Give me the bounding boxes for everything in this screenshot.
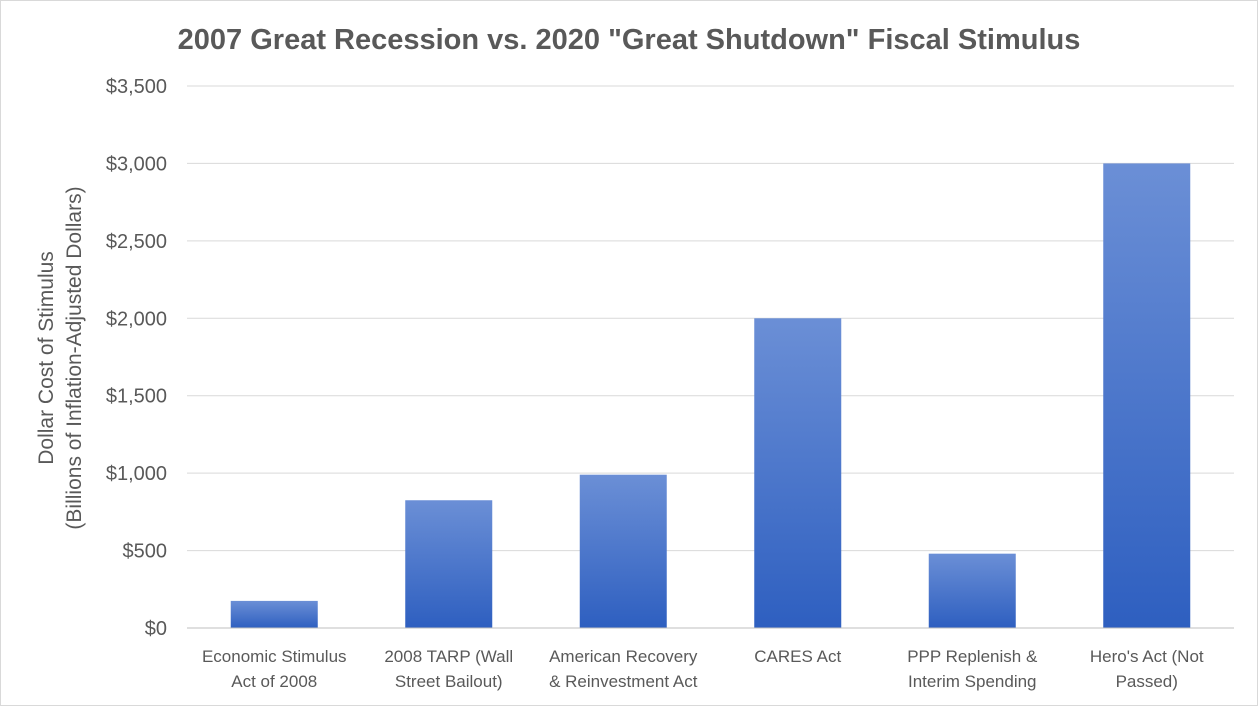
- x-tick-label: 2008 TARP (Wall Street Bailout): [384, 647, 513, 691]
- bar: [405, 500, 492, 628]
- y-axis-title: Dollar Cost of Stimulus (Billions of Inf…: [35, 186, 86, 529]
- y-tick-label: $0: [145, 618, 167, 640]
- x-axis-ticks: Economic Stimulus Act of 2008 2008 TARP (W…: [202, 647, 1204, 691]
- y-axis-ticks: $0 $500 $1,000 $1,500 $2,000 $2,500 $3,000 $3,5…: [106, 76, 167, 640]
- y-tick-label: $3,000: [106, 153, 167, 175]
- bar: [754, 318, 841, 628]
- y-tick-label: $500: [123, 541, 168, 563]
- bar: [580, 475, 667, 628]
- x-tick-label: CARES Act: [754, 647, 841, 666]
- gridlines: [187, 86, 1234, 551]
- x-tick-label: American Recovery & Reinvestment Act: [549, 647, 698, 691]
- y-axis-title-line-2: (Billions of Inflation-Adjusted Dollars): [63, 186, 86, 529]
- y-axis-title-line-1: Dollar Cost of Stimulus: [35, 251, 58, 465]
- bar: [231, 601, 318, 628]
- y-tick-label: $2,000: [106, 308, 167, 330]
- bar-chart: 2007 Great Recession vs. 2020 "Great Shu…: [1, 1, 1257, 705]
- x-tick-label: Economic Stimulus Act of 2008: [202, 647, 347, 691]
- chart-frame: 2007 Great Recession vs. 2020 "Great Shu…: [0, 0, 1258, 706]
- bar: [929, 554, 1016, 628]
- chart-title: 2007 Great Recession vs. 2020 "Great Shu…: [178, 24, 1081, 56]
- x-tick-label: PPP Replenish & Interim Spending: [907, 647, 1038, 691]
- y-tick-label: $2,500: [106, 231, 167, 253]
- y-tick-label: $1,000: [106, 463, 167, 485]
- x-tick-label: Hero's Act (Not Passed): [1090, 647, 1204, 691]
- y-tick-label: $3,500: [106, 76, 167, 98]
- bar: [1103, 163, 1190, 628]
- y-tick-label: $1,500: [106, 386, 167, 408]
